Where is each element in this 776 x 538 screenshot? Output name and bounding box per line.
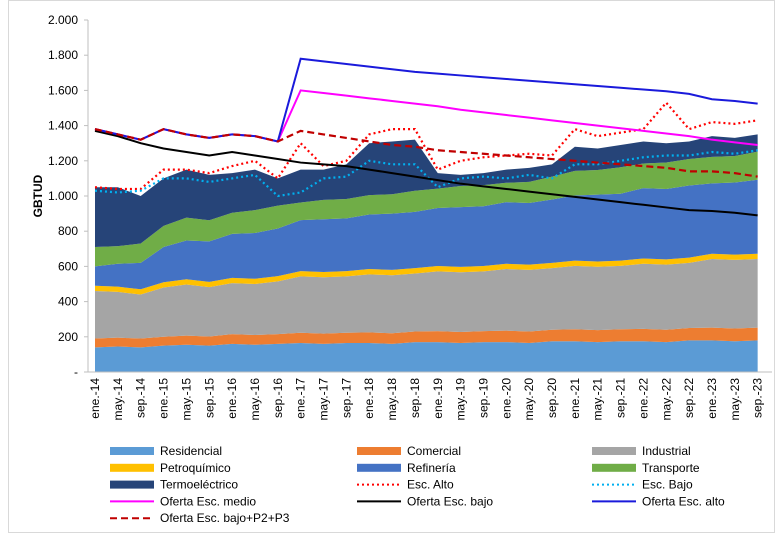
x-tick-label: ene.-19 xyxy=(431,378,445,419)
x-tick-label: may.-16 xyxy=(248,378,262,421)
y-tick-label: - xyxy=(74,365,78,379)
area xyxy=(95,179,758,290)
legend-label: Termoeléctrico xyxy=(160,478,238,492)
x-tick-label: ene.-22 xyxy=(636,378,650,419)
y-tick-label: 400 xyxy=(58,295,78,309)
x-tick-label: may.-14 xyxy=(111,378,125,421)
x-tick-label: ene.-14 xyxy=(88,378,102,419)
line xyxy=(94,57,758,143)
y-tick-label: 600 xyxy=(58,259,78,273)
legend-label: Oferta Esc. bajo+P2+P3 xyxy=(160,511,290,525)
legend-label: Oferta Esc. bajo xyxy=(407,494,493,508)
y-tick-label: 200 xyxy=(58,330,78,344)
x-tick-label: ene.-20 xyxy=(499,378,513,419)
legend-swatch xyxy=(110,463,154,472)
y-axis-label: GBTUD xyxy=(31,174,45,217)
x-tick-label: may.-22 xyxy=(659,378,673,421)
x-tick-label: ene.-15 xyxy=(157,378,171,419)
x-tick-label: may.-21 xyxy=(591,378,605,421)
legend-swatch xyxy=(592,447,636,455)
y-tick-label: 800 xyxy=(58,224,78,238)
x-tick-label: ene.-17 xyxy=(294,378,308,419)
x-tick-label: sep.-15 xyxy=(202,378,216,418)
line xyxy=(94,129,758,217)
line xyxy=(94,127,758,178)
legend-label: Industrial xyxy=(642,444,691,458)
x-tick-label: sep.-18 xyxy=(408,378,422,418)
y-tick-label: 2.000 xyxy=(48,13,78,27)
legend-label: Refinería xyxy=(407,461,456,475)
y-tick-label: 1.000 xyxy=(48,189,78,203)
x-tick-label: ene.-18 xyxy=(362,378,376,419)
x-tick-label: sep.-23 xyxy=(751,378,765,418)
x-tick-label: ene.-21 xyxy=(568,378,582,419)
x-tick-label: may.-23 xyxy=(728,378,742,421)
legend-label: Transporte xyxy=(642,461,700,475)
line xyxy=(94,149,758,198)
legend-label: Esc. Bajo xyxy=(642,478,693,492)
legend-label: Petroquímico xyxy=(160,461,231,475)
x-tick-label: sep.-16 xyxy=(271,378,285,418)
x-tick-label: sep.-22 xyxy=(682,378,696,418)
x-tick-label: may.-18 xyxy=(385,378,399,421)
line xyxy=(94,89,758,146)
x-tick-label: sep.-21 xyxy=(614,378,628,418)
legend-label: Comercial xyxy=(407,444,461,458)
legend-label: Oferta Esc. alto xyxy=(642,494,725,508)
y-tick-label: 1.200 xyxy=(48,154,78,168)
x-tick-label: sep.-19 xyxy=(476,378,490,418)
legend-swatch xyxy=(110,480,154,489)
y-tick-label: 1.800 xyxy=(48,48,78,62)
x-tick-label: sep.-20 xyxy=(545,378,559,418)
area xyxy=(95,259,758,339)
x-tick-label: sep.-14 xyxy=(134,378,148,418)
x-tick-label: may.-20 xyxy=(522,378,536,421)
x-tick-label: may.-19 xyxy=(454,378,468,421)
x-tick-label: may.-17 xyxy=(317,378,331,421)
legend-swatch xyxy=(357,463,401,472)
legend-label: Oferta Esc. medio xyxy=(160,494,256,508)
legend-swatch xyxy=(592,463,636,472)
x-tick-label: ene.-16 xyxy=(225,378,239,419)
x-tick-label: may.-15 xyxy=(179,378,193,421)
y-tick-label: 1.400 xyxy=(48,119,78,133)
line xyxy=(94,101,758,191)
x-tick-label: sep.-17 xyxy=(339,378,353,418)
legend-swatch xyxy=(357,447,401,455)
area xyxy=(95,340,758,372)
area xyxy=(95,253,758,295)
x-tick-label: ene.-23 xyxy=(705,378,719,419)
area xyxy=(95,151,758,267)
y-tick-label: 1.600 xyxy=(48,83,78,97)
area xyxy=(95,327,758,348)
legend-label: Esc. Alto xyxy=(407,478,454,492)
legend-swatch xyxy=(110,447,154,455)
legend-label: Residencial xyxy=(160,444,222,458)
